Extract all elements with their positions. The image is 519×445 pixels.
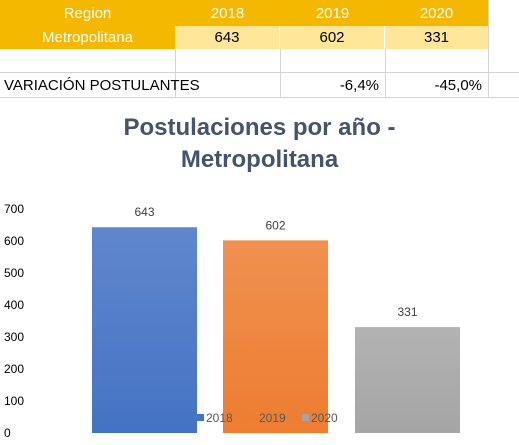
- legend-swatch: [250, 414, 257, 421]
- bar-2018: [92, 227, 197, 433]
- chart-area[interactable]: Postulaciones por año - Metropolitana 0 1…: [0, 98, 519, 445]
- y-tick-label: 200: [4, 362, 24, 376]
- data-label: 602: [265, 218, 285, 232]
- header-year-2018[interactable]: 2018: [175, 0, 280, 26]
- grid-line: [488, 0, 489, 98]
- grid-line: [0, 97, 519, 98]
- legend-label: 2020: [311, 411, 338, 425]
- grid-line: [280, 49, 281, 98]
- legend-label: 2018: [206, 411, 233, 425]
- variation-2020[interactable]: -45,0%: [434, 76, 482, 94]
- grid-line: [175, 49, 176, 98]
- y-tick-label: 300: [4, 330, 24, 344]
- data-label: 643: [134, 205, 154, 219]
- variation-label[interactable]: VARIACIÓN POSTULANTES: [4, 76, 200, 94]
- data-label: 331: [397, 305, 417, 319]
- chart-title-line1: Postulaciones por año -: [123, 114, 396, 141]
- header-year-2020[interactable]: 2020: [385, 0, 488, 26]
- region-cell[interactable]: Metropolitana: [0, 26, 175, 49]
- value-cell-2019[interactable]: 602: [280, 26, 384, 49]
- y-tick-label: 0: [4, 426, 11, 440]
- legend-swatch: [302, 414, 309, 421]
- grid-line: [0, 72, 519, 73]
- bar-2020: [355, 327, 460, 433]
- variation-2019[interactable]: -6,4%: [339, 76, 379, 94]
- legend-label: 2019: [259, 411, 286, 425]
- grid-line: [385, 49, 386, 98]
- header-year-2019[interactable]: 2019: [280, 0, 385, 26]
- y-tick-label: 400: [4, 298, 24, 312]
- header-region[interactable]: Region: [0, 0, 175, 26]
- y-tick-label: 700: [4, 202, 24, 216]
- chart-title-line2: Metropolitana: [180, 146, 339, 173]
- bar-chart: 0 100 200 300 400 500 600 700 643 602 331 2018 2019 2…: [4, 202, 460, 440]
- legend-swatch: [197, 414, 204, 421]
- y-tick-label: 100: [4, 394, 24, 408]
- value-cell-2020[interactable]: 331: [385, 26, 488, 49]
- y-tick-label: 500: [4, 266, 24, 280]
- bar-2019: [223, 240, 328, 433]
- value-cell-2018[interactable]: 643: [175, 26, 279, 49]
- y-tick-label: 600: [4, 234, 24, 248]
